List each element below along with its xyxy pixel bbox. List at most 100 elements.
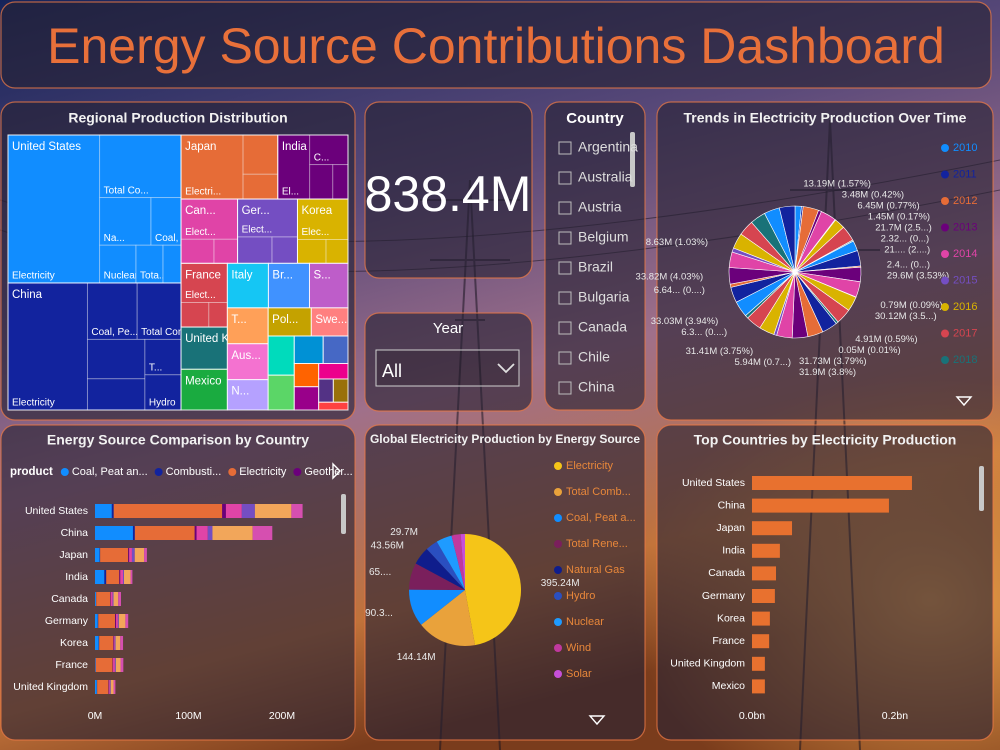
bar-segment	[98, 614, 116, 628]
cell-clip: N...	[231, 386, 249, 398]
treemap-child-label: Electricity	[12, 398, 55, 409]
treemap-label: United Ki...	[185, 333, 241, 345]
bar-segment	[120, 636, 124, 650]
y-tick-label: United Kingdom	[670, 658, 745, 670]
country-option[interactable]: Brazil	[578, 259, 613, 275]
treemap-cell	[86, 378, 146, 411]
pie-slice	[409, 563, 465, 590]
country-option[interactable]: Austria	[578, 199, 622, 215]
bar	[752, 589, 775, 603]
checkbox[interactable]	[558, 291, 572, 305]
bar-segment	[95, 570, 105, 584]
chart-title: Global Electricity Production by Energy …	[370, 432, 640, 446]
scrollbar[interactable]	[630, 132, 635, 187]
bar-segment	[129, 548, 132, 562]
bar-segment	[119, 570, 121, 584]
bar-segment	[111, 504, 114, 518]
bar	[752, 611, 770, 626]
country-option[interactable]: Argentina	[578, 139, 638, 155]
country-option[interactable]: Belgium	[578, 229, 629, 245]
checkbox[interactable]	[558, 141, 572, 155]
bar-segment	[110, 592, 113, 606]
checkbox[interactable]	[558, 261, 572, 275]
checkbox[interactable]	[558, 381, 572, 395]
country-option[interactable]: Chile	[578, 349, 610, 365]
treemap-cell	[7, 134, 101, 284]
scrollbar[interactable]	[979, 466, 984, 511]
dropdown-box[interactable]	[375, 349, 520, 387]
treemap-cell	[242, 173, 279, 200]
treemap-label: Br...	[272, 269, 292, 281]
treemap-child-label: Elect...	[242, 225, 273, 236]
legend-label: Total Rene...	[566, 538, 628, 550]
checkbox[interactable]	[558, 201, 572, 215]
cell-clip: Italy	[231, 269, 252, 281]
treemap-cell	[180, 302, 210, 328]
data-label: 65....	[369, 567, 391, 578]
more-arrow[interactable]	[955, 396, 973, 407]
pie-slice	[426, 541, 465, 590]
country-option[interactable]: Bulgaria	[578, 289, 630, 305]
treemap-cell	[267, 374, 295, 411]
legend-next[interactable]	[332, 462, 341, 480]
chart-title: Top Countries by Electricity Production	[694, 432, 957, 448]
dropdown-value[interactable]: All	[382, 361, 402, 381]
bar-segment	[113, 504, 223, 518]
treemap-child-label: Electricity	[12, 271, 55, 282]
bar-segment	[194, 526, 197, 540]
legend-swatch	[60, 468, 69, 476]
treemap-cell	[136, 282, 182, 340]
checkbox[interactable]	[558, 231, 572, 245]
data-label: 0.79M (0.09%)	[880, 300, 942, 311]
y-tick-label: Japan	[59, 549, 88, 561]
legend-label: Hydro	[566, 590, 595, 602]
treemap-cell	[318, 378, 334, 403]
treemap-cell	[180, 238, 215, 264]
cell-clip: Tota...	[140, 271, 163, 282]
legend-swatch	[554, 670, 562, 678]
stacked-bar-panel	[0, 424, 356, 741]
data-label: 31.41M (3.75%)	[686, 346, 754, 357]
y-tick-label: Korea	[717, 612, 745, 624]
treemap-child-label: Coal, Pe...	[91, 327, 138, 338]
country-option[interactable]: Australia	[578, 169, 633, 185]
country-option[interactable]: China	[578, 379, 615, 395]
bar-segment	[113, 658, 115, 672]
checkbox[interactable]	[558, 321, 572, 335]
year-dropdown[interactable]: All	[375, 349, 520, 387]
bar-segment	[95, 504, 112, 518]
bar-segment	[222, 504, 226, 518]
legend-label: Electricity	[239, 466, 287, 478]
data-label: 2.4... (0...)	[887, 259, 930, 270]
bar-segment	[196, 526, 208, 540]
legend-swatch	[941, 223, 949, 232]
y-tick-label: France	[55, 659, 88, 671]
treemap-cell	[309, 134, 349, 166]
slicer-label: Country	[566, 110, 624, 127]
cell-clip: Elec...	[301, 227, 329, 238]
legend-label: Total Comb...	[566, 486, 631, 498]
legend-label: Wind	[566, 642, 591, 654]
legend-swatch	[941, 170, 949, 179]
country-option[interactable]: Canada	[578, 319, 627, 335]
legend-swatch	[554, 566, 562, 574]
bar-segment	[115, 636, 121, 650]
bar-segment	[100, 548, 129, 562]
chart-title: Energy Source Comparison by Country	[47, 432, 309, 448]
scrollbar[interactable]	[341, 494, 346, 534]
cell-clip: Can...	[185, 205, 216, 217]
data-label: 29.6M (3.53%)	[887, 270, 949, 281]
treemap-cell	[267, 307, 312, 337]
bar-segment	[95, 614, 98, 628]
checkbox[interactable]	[558, 351, 572, 365]
bar	[752, 476, 912, 490]
dropdown-chevron[interactable]	[497, 363, 515, 374]
bar-segment	[144, 548, 147, 562]
y-tick-label: France	[712, 635, 745, 647]
checkbox[interactable]	[558, 171, 572, 185]
cell-clip: Elect...	[242, 225, 273, 236]
more-arrow[interactable]	[588, 715, 606, 726]
data-label: 29.7M	[390, 527, 418, 538]
legend-label: Electricity	[566, 460, 614, 472]
y-tick-label: Korea	[60, 637, 88, 649]
